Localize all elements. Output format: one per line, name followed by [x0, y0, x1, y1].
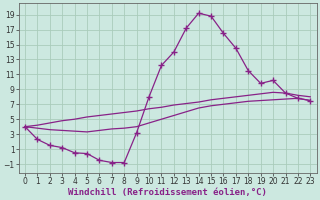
X-axis label: Windchill (Refroidissement éolien,°C): Windchill (Refroidissement éolien,°C) [68, 188, 267, 197]
